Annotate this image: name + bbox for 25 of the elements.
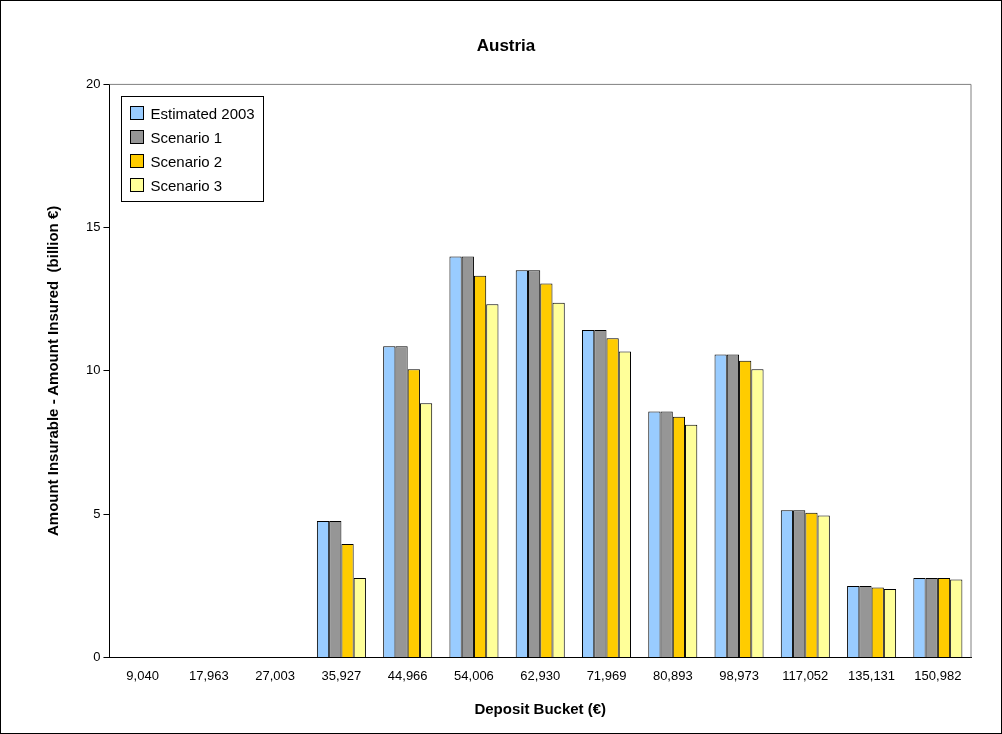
x-tick-label: 71,969: [586, 667, 627, 683]
x-tick-label: 54,006: [454, 667, 494, 683]
x-tick-label: 150,982: [914, 667, 962, 683]
x-axis-title: Deposit Bucket (€): [474, 700, 607, 718]
legend-label: Estimated 2003: [150, 104, 255, 122]
x-tick-label: 17,963: [188, 667, 229, 683]
legend-label: Scenario 2: [150, 152, 223, 170]
x-tick-label: 117,052: [782, 667, 829, 683]
x-tick-label: 35,927: [321, 667, 362, 683]
x-tick-label: 98,973: [719, 667, 759, 683]
x-tick-label: 135,131: [848, 667, 896, 683]
y-tick-label: 5: [93, 505, 101, 521]
y-tick-label: 20: [85, 75, 101, 91]
legend-label: Scenario 3: [150, 176, 223, 194]
x-tick-label: 27,003: [255, 667, 296, 683]
chart-title: Austria: [476, 35, 536, 55]
y-tick-label: 0: [93, 648, 101, 664]
legend-label: Scenario 1: [150, 128, 223, 146]
x-tick-label: 80,893: [652, 667, 693, 683]
x-tick-label: 62,930: [520, 667, 561, 683]
y-axis-title: Amount Insurable - Amount Insured (billion €): [44, 205, 62, 537]
y-tick-label: 10: [85, 362, 101, 378]
y-tick-label: 15: [85, 219, 101, 235]
x-tick-label: 44,966: [387, 667, 428, 683]
x-tick-label: 9,040: [126, 667, 159, 683]
